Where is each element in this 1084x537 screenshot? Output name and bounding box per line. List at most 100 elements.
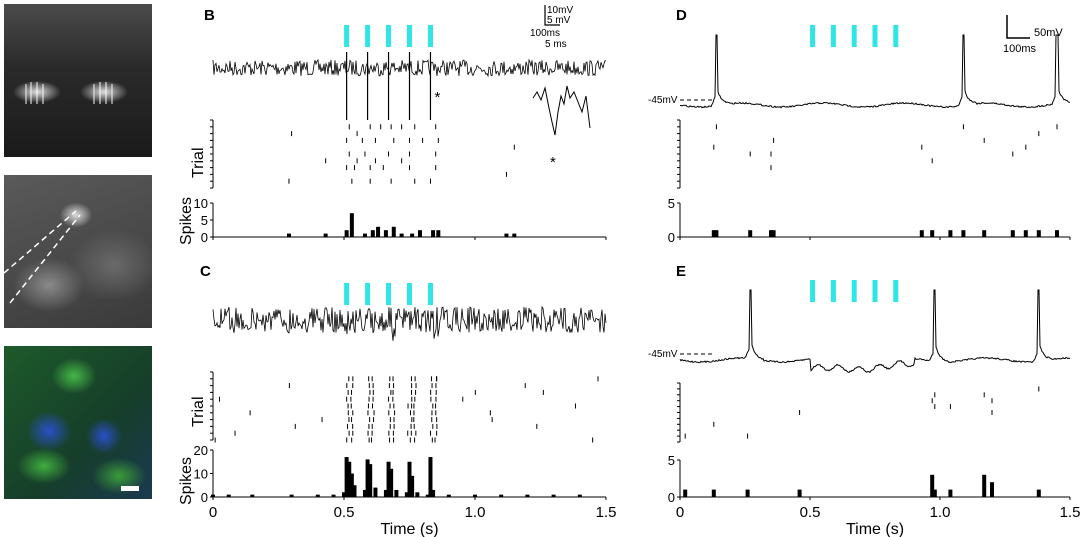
hist-bar-b-15 <box>512 233 517 237</box>
stim-pulse-b-3 <box>407 25 412 47</box>
hist-ytick-label-b-0: 0 <box>201 230 208 245</box>
hist-bar-b-12 <box>431 230 436 237</box>
hist-ytick-label-c-0: 0 <box>201 490 208 505</box>
scalebar-d-t: 100ms <box>1003 43 1037 55</box>
xtick-label-e-1: 0.5 <box>800 504 821 521</box>
vm-label-e: -45mV <box>648 349 678 360</box>
scalebar-d-v: 50mV <box>1034 27 1063 39</box>
hist-bar-c-13 <box>368 464 373 497</box>
hist-bar-d-12 <box>1036 230 1041 237</box>
stim-pulse-d-1 <box>830 25 836 47</box>
hist-bar-e-4 <box>930 474 935 497</box>
hist-bar-c-7 <box>344 457 349 497</box>
beam-stripes <box>25 82 113 104</box>
hist-bar-b-5 <box>370 230 375 237</box>
raster-ticks-c <box>214 376 599 443</box>
stim-pulse-b-2 <box>386 25 392 47</box>
scalebar-b <box>544 5 560 26</box>
hist-bar-d-10 <box>1010 230 1015 237</box>
hist-bar-c-23 <box>425 494 430 497</box>
xtick-label-e-0: 0 <box>676 504 684 521</box>
raster-ticks-e <box>684 386 1040 439</box>
stim-pulse-d-3 <box>872 25 878 47</box>
hist-bar-c-17 <box>389 468 394 497</box>
scalebar-b-t2: 5 ms <box>545 39 567 50</box>
stim-pulse-e-1 <box>830 280 836 302</box>
membrane-trace-d <box>679 34 1071 109</box>
hist-ytick-label-b-2: 10 <box>194 196 208 211</box>
hist-bar-c-18 <box>394 489 399 497</box>
hist-bar-d-5 <box>919 230 924 237</box>
stim-pulse-e-4 <box>893 280 899 302</box>
hist-bar-d-4 <box>771 230 776 237</box>
stim-pulse-d-2 <box>851 25 857 47</box>
hist-bar-b-13 <box>436 230 441 237</box>
stim-pulse-e-3 <box>872 280 878 302</box>
microscopy-image-middle <box>4 175 152 328</box>
stim-pulse-d-4 <box>893 25 899 47</box>
hist-bar-c-0 <box>211 494 215 497</box>
hist-bar-b-6 <box>376 226 381 237</box>
hist-bar-c-14 <box>373 487 378 497</box>
hist-bar-b-4 <box>362 233 367 237</box>
hist-bar-d-1 <box>714 230 719 237</box>
hist-bar-c-28 <box>499 494 504 497</box>
hist-bar-c-15 <box>383 489 388 497</box>
microscopy-image-bottom <box>4 346 152 499</box>
hist-bar-e-1 <box>711 489 716 497</box>
hist-bar-c-4 <box>315 494 320 497</box>
asterisk-b: * <box>434 89 440 106</box>
hist-bar-b-3 <box>349 213 354 237</box>
hist-bar-c-20 <box>407 461 412 497</box>
microscopy-image-top <box>4 4 152 157</box>
hist-bar-d-6 <box>930 230 935 237</box>
xtick-label-c-0: 0 <box>209 504 217 521</box>
hist-bar-d-11 <box>1023 230 1028 237</box>
hist-bar-b-14 <box>504 233 509 237</box>
hist-ytick-label-e-1: 5 <box>668 453 675 468</box>
hist-bar-c-1 <box>226 494 231 497</box>
hist-bar-c-26 <box>446 494 451 497</box>
stim-pulse-c-1 <box>365 283 371 305</box>
xtick-label-c-2: 1.0 <box>465 504 486 521</box>
hist-bar-d-7 <box>948 230 953 237</box>
trial-label-b: Trial <box>190 147 207 178</box>
stim-pulse-b-0 <box>344 25 350 47</box>
stim-pulse-d-0 <box>810 25 816 47</box>
hist-bar-c-16 <box>386 461 391 497</box>
raster-ticks-d <box>713 124 1058 171</box>
hist-bar-b-9 <box>399 233 404 237</box>
hist-bar-c-24 <box>428 457 433 497</box>
hist-bar-c-6 <box>342 492 346 497</box>
vm-label-d: -45mV <box>648 95 678 106</box>
hist-bar-c-11 <box>362 489 367 497</box>
hist-bar-c-27 <box>473 494 477 497</box>
hist-bar-b-8 <box>391 226 396 237</box>
panel-label-d: D <box>676 7 687 24</box>
hist-bar-d-8 <box>961 230 966 237</box>
hist-bar-e-0 <box>683 489 688 497</box>
stim-pulse-c-3 <box>407 283 412 305</box>
hist-ytick-label-e-0: 0 <box>668 490 675 505</box>
raster-ticks-b <box>288 124 515 184</box>
voltage-trace-c <box>212 305 607 341</box>
hist-bar-c-19 <box>404 492 409 497</box>
hist-bar-c-22 <box>415 492 420 497</box>
hist-bar-b-11 <box>417 230 422 237</box>
hist-ytick-label-d-1: 5 <box>668 196 675 211</box>
hist-bar-c-30 <box>551 494 556 497</box>
panel-label-b: B <box>204 7 215 24</box>
asterisk-inset: * <box>550 154 556 171</box>
hist-bar-c-10 <box>352 485 357 497</box>
hist-bar-c-8 <box>347 461 352 497</box>
stim-pulse-c-0 <box>344 283 350 305</box>
hist-bar-d-13 <box>1055 230 1059 237</box>
hist-bar-d-2 <box>748 230 753 237</box>
trial-label-c: Trial <box>190 396 207 427</box>
hist-bar-e-5 <box>932 489 937 497</box>
hist-bar-b-10 <box>410 233 415 237</box>
hist-bar-c-21 <box>410 475 415 497</box>
scalebar-b-v2: 5 mV <box>547 15 571 26</box>
hist-bar-b-7 <box>383 230 388 237</box>
